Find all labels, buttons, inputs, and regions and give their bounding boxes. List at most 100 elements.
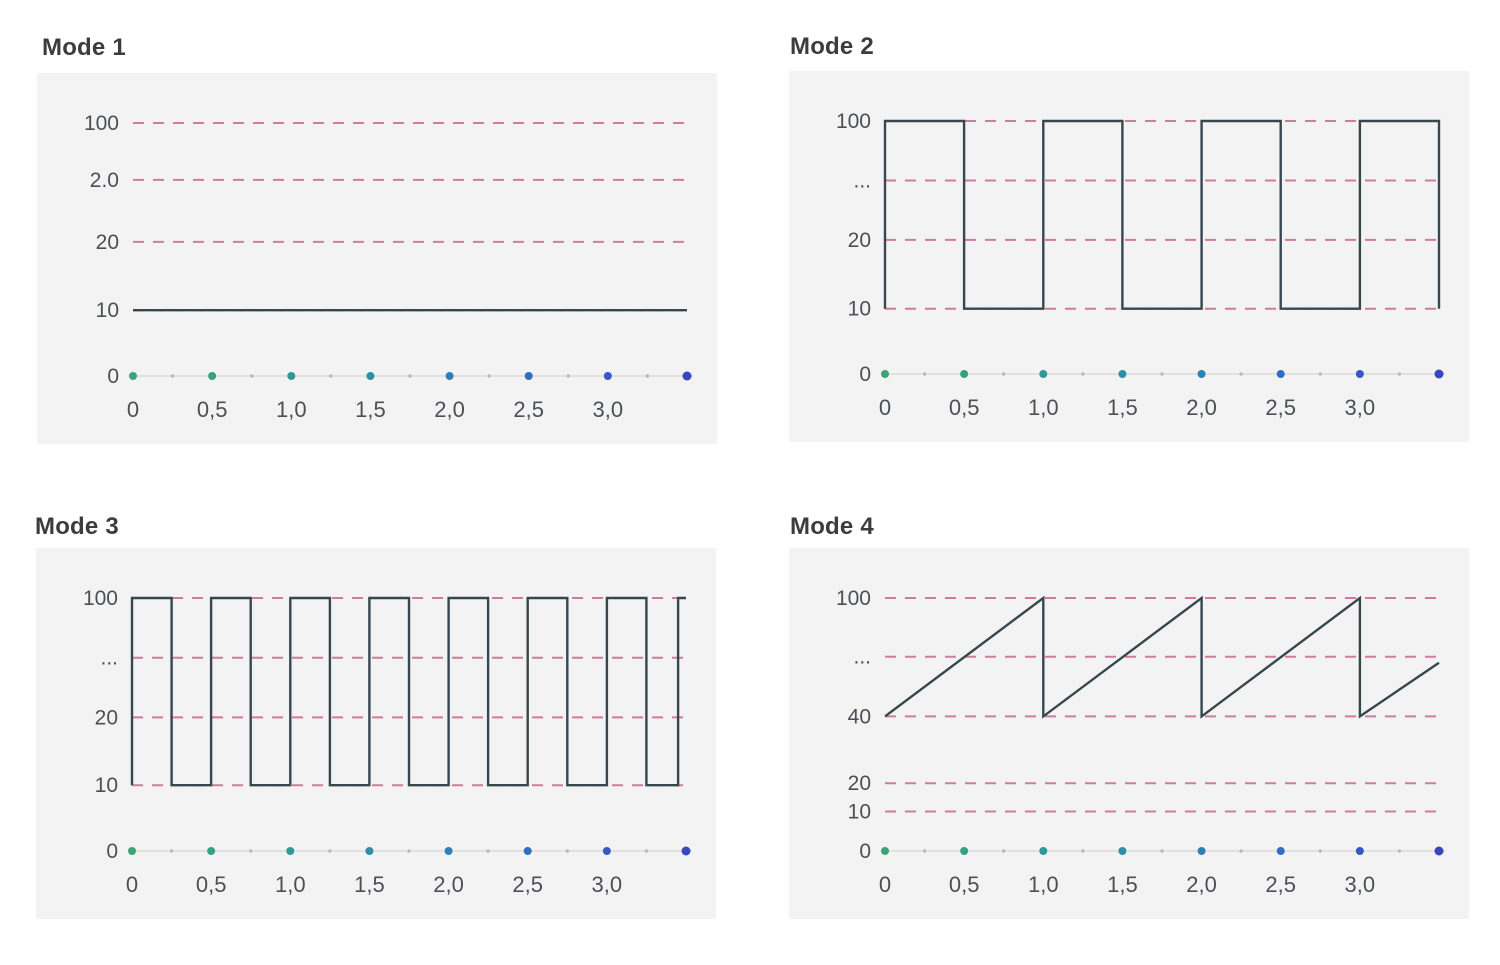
axis-end-dot — [682, 371, 692, 381]
y-tick-label: 100 — [836, 587, 871, 610]
axis-major-dot — [602, 847, 611, 855]
x-tick-label: 0,5 — [949, 872, 980, 897]
x-tick-label: 1,0 — [1028, 395, 1059, 420]
axis-minor-dot — [922, 372, 927, 376]
axis-major-dot — [523, 847, 532, 855]
axis-major-dot — [1197, 847, 1206, 855]
axis-major-dot — [1355, 847, 1364, 855]
x-tick-label: 0,5 — [196, 872, 227, 897]
x-tick-label: 0,5 — [197, 397, 228, 422]
axis-major-dot — [960, 370, 969, 378]
x-tick-label: 1,5 — [354, 872, 385, 897]
x-tick-label: 0,5 — [949, 395, 980, 420]
x-tick-label: 2,0 — [1186, 395, 1217, 420]
axis-major-dot — [1039, 847, 1048, 855]
chart-title-mode-1: Mode 1 — [42, 34, 126, 61]
axis-major-dot — [207, 847, 216, 855]
axis-minor-dot — [1081, 849, 1085, 853]
axis-major-dot — [366, 372, 375, 380]
axis-major-dot — [444, 847, 453, 855]
axis-minor-dot — [645, 374, 650, 378]
chart-title-mode-2: Mode 2 — [790, 33, 874, 60]
axis-major-dot — [603, 372, 612, 380]
x-tick-label: 3,0 — [1345, 872, 1376, 897]
y-tick-label: 2.0 — [90, 169, 119, 192]
y-tick-label: 10 — [96, 299, 119, 322]
y-tick-label: ... — [100, 647, 118, 670]
axis-major-dot — [1276, 370, 1285, 378]
axis-major-dot — [287, 372, 296, 380]
y-tick-label: 20 — [848, 229, 871, 252]
y-tick-label: 0 — [106, 840, 118, 863]
mode-4-chart-panel: 100... 40 20 10 0 0 0,5 1,0 1,5 2,0 2,5 3,0 — [789, 548, 1469, 919]
x-tick-label: 1,0 — [276, 397, 307, 422]
axis-minor-dot — [565, 849, 569, 853]
axis-minor-dot — [169, 849, 174, 853]
axis-minor-dot — [407, 849, 411, 853]
axis-minor-dot — [566, 374, 570, 378]
axis-minor-dot — [644, 849, 649, 853]
x-tick-label: 0 — [126, 872, 138, 897]
axis-major-dot — [1197, 370, 1206, 378]
axis-minor-dot — [1002, 372, 1006, 376]
x-tick-label: 3,0 — [1345, 395, 1376, 420]
x-tick-label: 2,5 — [512, 872, 543, 897]
axis-major-dot — [881, 847, 889, 855]
axis-minor-dot — [922, 849, 927, 853]
x-tick-label: 2,0 — [434, 397, 465, 422]
axis-major-dot — [524, 372, 533, 380]
axis-minor-dot — [1239, 372, 1243, 376]
y-tick-label: 10 — [848, 298, 871, 321]
y-tick-label: 20 — [95, 706, 118, 729]
x-tick-label: 1,0 — [1028, 872, 1059, 897]
axis-minor-dot — [329, 374, 333, 378]
y-tick-label: 20 — [96, 231, 119, 254]
y-tick-label: 10 — [848, 801, 871, 824]
x-tick-label: 2,0 — [1186, 872, 1217, 897]
x-tick-label: 1,5 — [1107, 395, 1138, 420]
axis-end-dot — [1434, 369, 1444, 379]
y-tick-label: 100 — [83, 587, 118, 610]
x-tick-label: 0 — [879, 395, 891, 420]
x-tick-label: 2,5 — [513, 397, 544, 422]
y-tick-label: 0 — [859, 363, 871, 386]
y-tick-label: 100 — [836, 110, 871, 133]
axis-minor-dot — [1081, 372, 1085, 376]
x-tick-label: 2,0 — [433, 872, 464, 897]
mode-3-chart-panel: 100... 20 10 0 0 0,5 1,0 1,5 2,0 2,5 3,0 — [36, 548, 716, 919]
y-tick-label: ... — [853, 169, 871, 192]
axis-major-dot — [1118, 847, 1127, 855]
waveform-path-square — [130, 596, 686, 787]
axis-end-dot — [681, 846, 691, 856]
x-tick-label: 0 — [879, 872, 891, 897]
axis-minor-dot — [1239, 849, 1243, 853]
axis-minor-dot — [1318, 372, 1322, 376]
axis-minor-dot — [408, 374, 412, 378]
axis-major-dot — [286, 847, 295, 855]
y-tick-label: 0 — [859, 840, 871, 863]
axis-minor-dot — [1318, 849, 1322, 853]
axis-major-dot — [208, 372, 217, 380]
axis-major-dot — [1118, 370, 1127, 378]
axis-minor-dot — [170, 374, 175, 378]
waveform-path-square — [883, 119, 1441, 310]
axis-minor-dot — [1397, 372, 1402, 376]
axis-minor-dot — [328, 849, 332, 853]
axis-minor-dot — [1397, 849, 1402, 853]
chart-title-mode-4: Mode 4 — [790, 513, 874, 540]
axis-major-dot — [128, 847, 136, 855]
y-tick-label: 10 — [95, 774, 118, 797]
x-tick-label: 1,5 — [355, 397, 386, 422]
axis-minor-dot — [486, 849, 490, 853]
mode-1-chart-panel: 100 2.0 20 10 0 0 0,5 1,0 1,5 2,0 2,5 3,0 — [37, 73, 717, 444]
axis-major-dot — [129, 372, 137, 380]
axis-major-dot — [445, 372, 454, 380]
mode-2-chart-panel: 100... 20 10 0 0 0,5 1,0 1,5 2,0 2,5 3,0 — [789, 71, 1469, 442]
y-tick-label: 20 — [848, 772, 871, 795]
axis-major-dot — [960, 847, 969, 855]
y-tick-label: 100 — [84, 112, 119, 135]
